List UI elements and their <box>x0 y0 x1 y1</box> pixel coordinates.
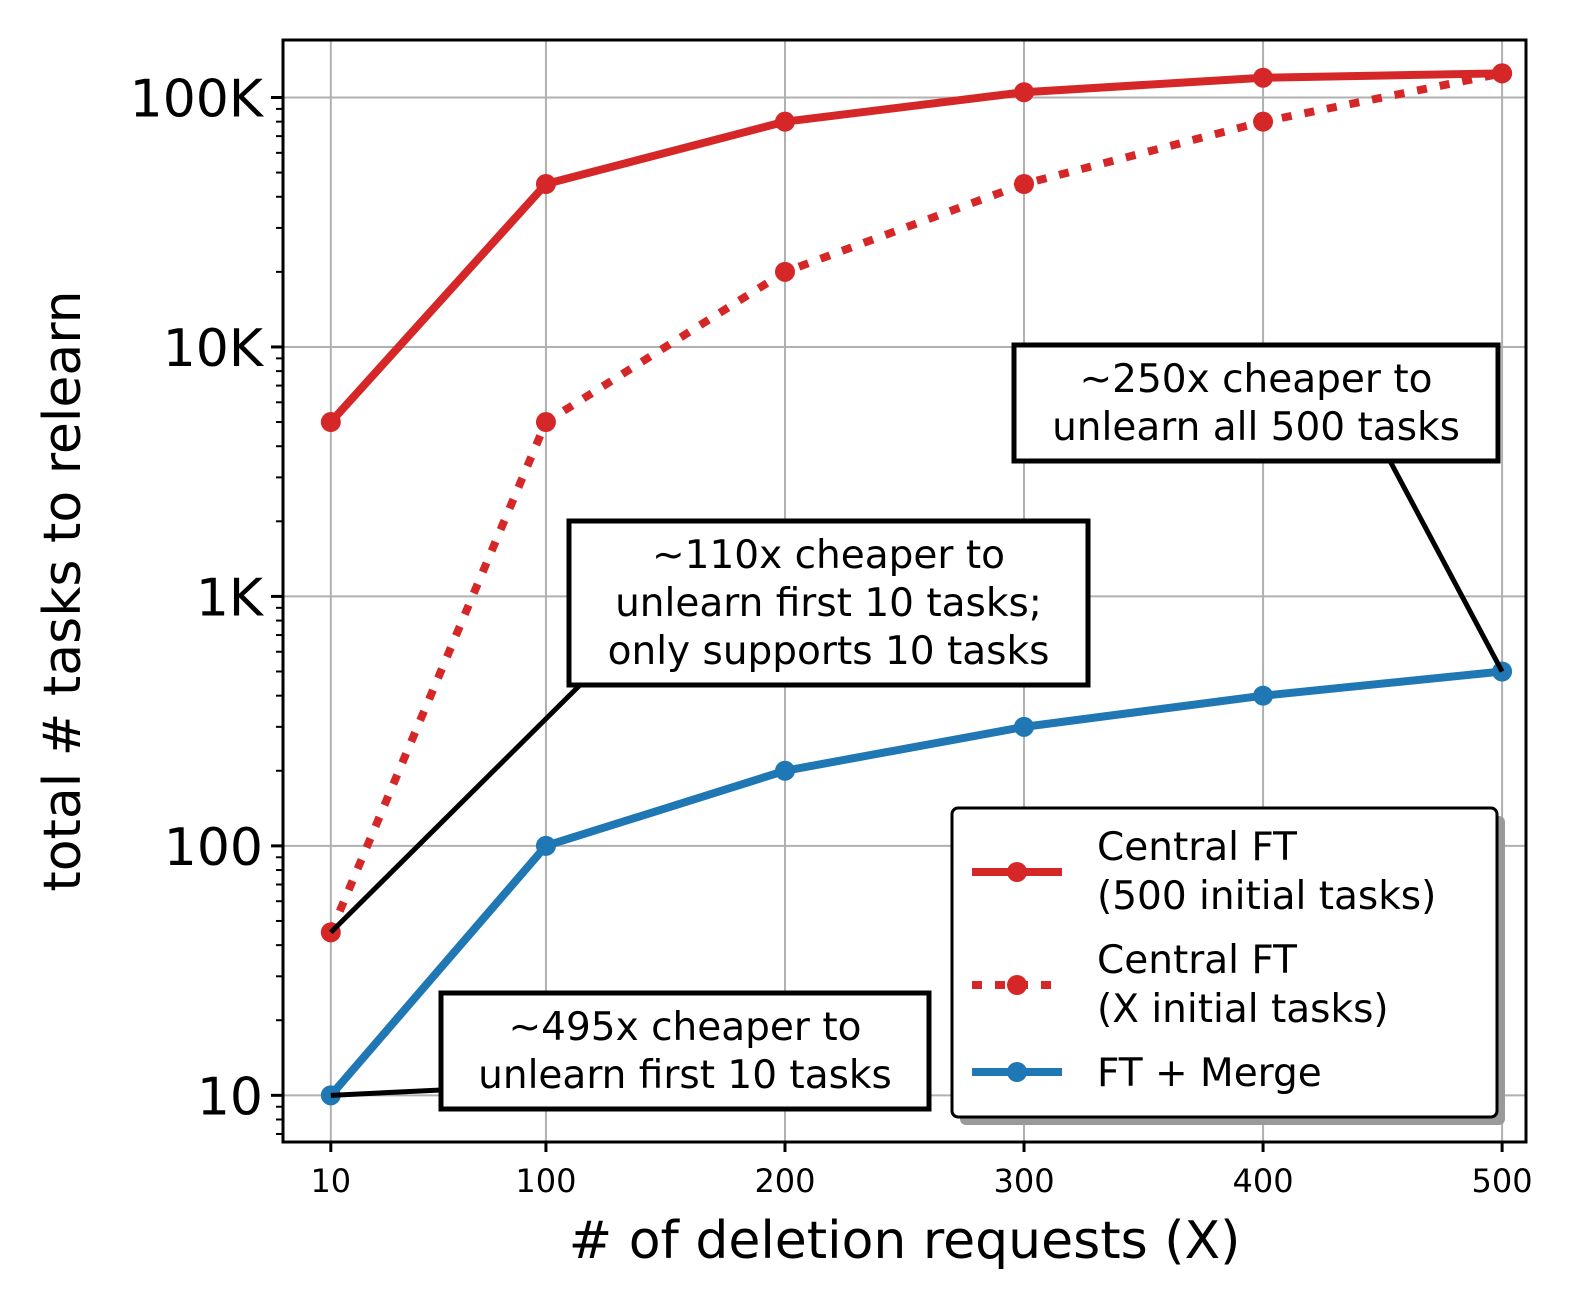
series-line-3 <box>327 667 1503 1098</box>
annotation-box <box>438 990 932 1112</box>
series-3-point <box>774 760 795 781</box>
annotation-text: ~495x cheaper to <box>509 1005 862 1050</box>
annotation-text: unlearn first 10 tasks; <box>615 581 1042 626</box>
annotation-text: ~250x cheaper to <box>1080 357 1433 402</box>
y-axis-title: total # tasks to relearn <box>33 290 93 891</box>
series-layer <box>320 63 1513 1106</box>
annotation-leader-line <box>330 1087 442 1098</box>
series-2-point <box>1253 111 1274 132</box>
series-line-2 <box>327 69 1503 934</box>
series-1-point <box>1014 82 1035 103</box>
y-tick-label: 10K <box>163 319 265 379</box>
y-tick-label: 1K <box>196 568 265 628</box>
annotation-text: ~110x cheaper to <box>652 533 1005 578</box>
legend-entry-label: (500 initial tasks) <box>1097 874 1436 919</box>
legend-box <box>950 806 1499 1119</box>
series-3-point <box>535 835 556 856</box>
series-line-1 <box>327 69 1503 425</box>
annotation-box <box>566 518 1091 688</box>
series-1-point <box>535 173 556 194</box>
legend-swatch-marker <box>1007 975 1027 995</box>
annotation-text: only supports 10 tasks <box>608 629 1050 674</box>
series-2-point <box>1014 173 1035 194</box>
x-tick-label: 10 <box>310 1162 351 1200</box>
x-tick-label: 300 <box>993 1162 1054 1200</box>
x-tick-label: 200 <box>754 1162 815 1200</box>
series-3-point <box>1253 685 1274 706</box>
annotation-leader-line <box>329 683 582 935</box>
legend-entry-label: Central FT <box>1097 938 1297 983</box>
legend-entry-label: FT + Merge <box>1097 1051 1322 1096</box>
x-tick-label: 500 <box>1472 1162 1533 1200</box>
series-1-point <box>1253 67 1274 88</box>
series-1-point <box>320 412 341 433</box>
series-2-point <box>1492 63 1513 84</box>
x-tick-label: 100 <box>515 1162 576 1200</box>
annotation-text: unlearn all 500 tasks <box>1052 405 1460 450</box>
legend: Central FT(500 initial tasks)Central FT(… <box>950 806 1505 1125</box>
axes: 10 100 200 300 400 500 10 100 1K 10K 100K # of dele… <box>33 38 1533 1271</box>
series-2-point <box>535 412 556 433</box>
series-2-point <box>774 261 795 282</box>
legend-swatch-marker <box>1007 1062 1027 1082</box>
legend-entry-label: Central FT <box>1097 825 1297 870</box>
x-tick-label: 400 <box>1233 1162 1294 1200</box>
y-tick-label: 10 <box>197 1067 263 1127</box>
series-3-point <box>1014 716 1035 737</box>
annotation-leader-line <box>1387 459 1505 673</box>
x-axis-title: # of deletion requests (X) <box>569 1211 1241 1271</box>
plot-frame <box>281 38 1528 1144</box>
legend-swatch-marker <box>1007 862 1027 882</box>
annotation-text: unlearn first 10 tasks <box>478 1053 892 1098</box>
y-tick-label: 100K <box>130 69 265 129</box>
y-tick-label: 100 <box>164 818 263 878</box>
legend-entry-label: (X initial tasks) <box>1097 987 1389 1032</box>
annotation-box <box>1011 342 1501 464</box>
series-1-point <box>774 111 795 132</box>
